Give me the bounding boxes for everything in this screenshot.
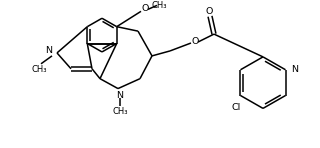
- Text: N: N: [116, 91, 124, 100]
- Text: CH₃: CH₃: [151, 1, 167, 10]
- Text: O: O: [205, 7, 213, 16]
- Text: O: O: [141, 4, 149, 13]
- Text: Cl: Cl: [232, 103, 241, 112]
- Text: N: N: [291, 65, 298, 74]
- Text: N: N: [45, 46, 52, 56]
- Text: CH₃: CH₃: [31, 65, 47, 74]
- Text: CH₃: CH₃: [112, 107, 128, 116]
- Text: O: O: [191, 37, 199, 46]
